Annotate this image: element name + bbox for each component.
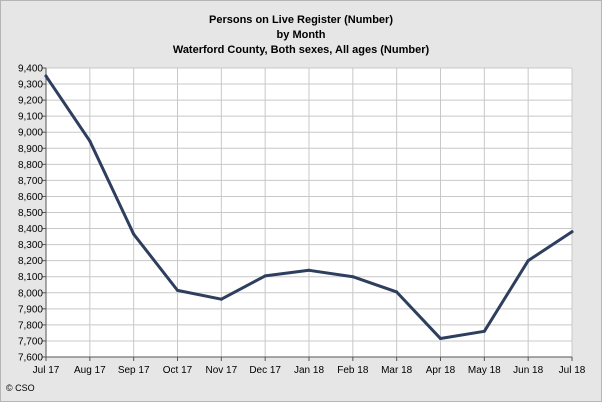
x-tick-label: Jul 17 [33, 365, 60, 376]
y-tick-label: 8,800 [18, 160, 43, 171]
y-tick-label: 8,600 [18, 192, 43, 203]
x-tick-label: Feb 18 [337, 365, 369, 376]
y-tick-label: 9,400 [18, 64, 43, 75]
data-point [439, 337, 442, 341]
x-tick-label: Jan 18 [294, 365, 324, 376]
x-tick-label: Oct 17 [163, 365, 193, 376]
y-tick-label: 9,200 [18, 96, 43, 107]
data-point [263, 274, 267, 278]
data-point [219, 297, 223, 301]
y-tick-label: 8,700 [18, 176, 43, 187]
x-tick-label: May 18 [468, 365, 501, 376]
y-tick-label: 8,300 [18, 240, 43, 251]
y-tick-label: 7,600 [18, 353, 43, 364]
y-tick-label: 9,300 [18, 80, 43, 91]
x-tick-label: Dec 17 [249, 365, 281, 376]
data-point [570, 230, 574, 234]
data-point [526, 259, 530, 263]
data-point [176, 288, 179, 292]
y-tick-label: 8,000 [18, 288, 43, 299]
y-tick-label: 7,700 [18, 336, 43, 347]
chart-title-line-1: Persons on Live Register (Number) [209, 14, 393, 26]
y-tick-label: 7,800 [18, 320, 43, 331]
y-tick-label: 8,900 [18, 144, 43, 155]
data-point [395, 290, 399, 294]
x-tick-label: Apr 18 [426, 365, 456, 376]
y-tick-label: 8,100 [18, 272, 43, 283]
data-point [132, 232, 136, 236]
y-tick-label: 9,000 [18, 128, 43, 139]
data-point [88, 139, 92, 143]
x-tick-label: Jul 18 [559, 365, 586, 376]
cso-credit: © CSO [6, 383, 35, 393]
y-tick-label: 8,500 [18, 208, 43, 219]
data-point [482, 329, 486, 333]
data-point [44, 74, 48, 78]
x-tick-label: Nov 17 [205, 365, 237, 376]
y-tick-label: 7,900 [18, 304, 43, 315]
chart-title-line-2: by Month [276, 29, 326, 41]
data-point [351, 275, 355, 279]
chart-title-line-3: Waterford County, Both sexes, All ages (… [172, 44, 430, 56]
x-tick-label: Sep 17 [118, 365, 150, 376]
y-tick-label: 9,100 [18, 112, 43, 123]
x-tick-label: Aug 17 [74, 365, 106, 376]
y-tick-label: 8,200 [18, 256, 43, 267]
x-tick-label: Jun 18 [513, 365, 543, 376]
y-tick-label: 8,400 [18, 224, 43, 235]
data-point [307, 268, 311, 272]
x-tick-label: Mar 18 [381, 365, 413, 376]
